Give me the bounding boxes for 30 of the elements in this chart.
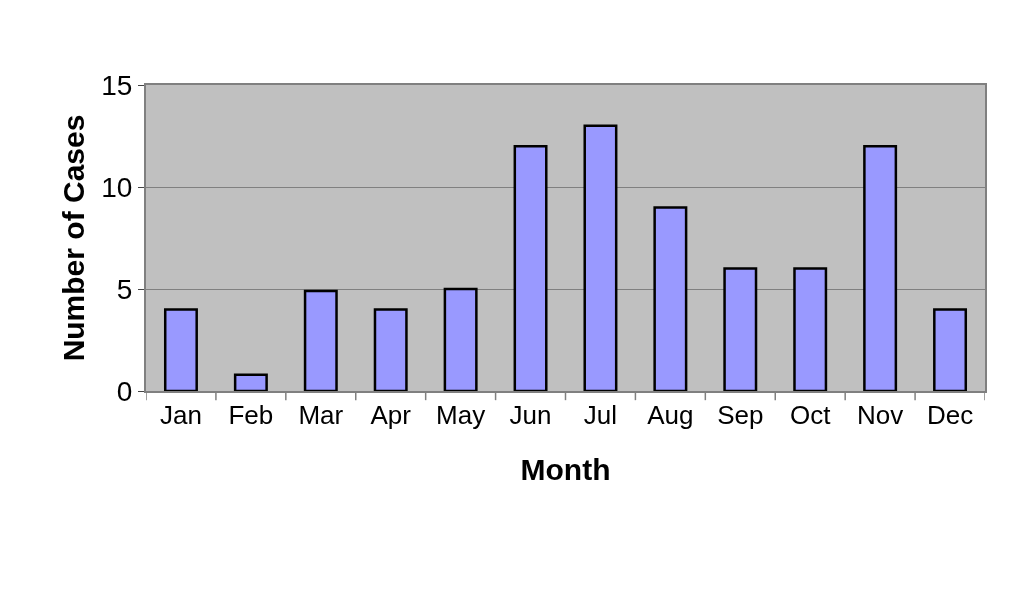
y-tick-label: 15 [101,69,133,101]
x-tick-label: Jan [160,400,202,431]
x-tick-label: Aug [647,400,694,431]
y-tick-label: 5 [116,273,133,305]
x-tick-label: Apr [370,400,412,431]
bar [303,289,338,391]
x-tick-label: Jul [583,400,618,431]
x-tick-label: Dec [926,400,974,431]
bar [793,267,828,391]
x-tick-label: Oct [789,400,832,431]
x-tick-label: Sep [717,400,764,431]
bar [373,308,408,391]
bar [443,287,478,391]
y-tick-label: 0 [116,375,133,407]
x-tick-label: Nov [857,400,904,431]
bar [513,144,548,391]
x-tick-label: Jun [509,400,552,431]
y-tick-label: 10 [101,171,133,203]
x-axis-title: Month [520,453,611,487]
bar [933,308,968,391]
x-tick-label: Mar [298,400,344,431]
bar [723,267,758,391]
x-tick-label: May [436,400,486,431]
bar [233,373,268,391]
x-tick-label: Feb [228,400,274,431]
y-axis-title: Number of Cases [56,114,90,362]
bar [653,206,688,391]
bar [583,124,618,391]
bar [863,144,898,391]
bar [163,308,198,391]
